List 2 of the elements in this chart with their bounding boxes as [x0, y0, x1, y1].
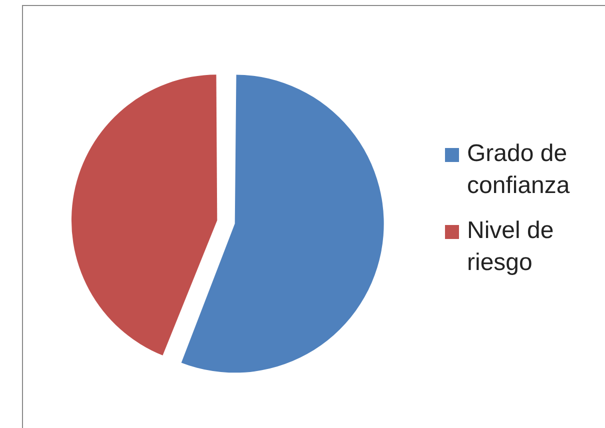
legend-label: Nivel de riesgo: [467, 216, 555, 278]
legend-label: Grado de confianza: [467, 139, 571, 202]
